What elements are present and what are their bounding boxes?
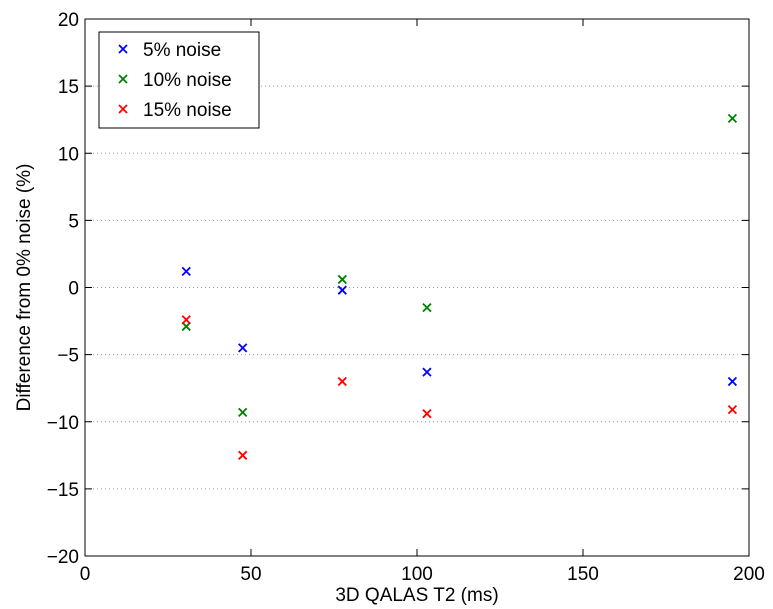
data-point — [181, 266, 191, 277]
data-point — [238, 407, 248, 417]
grid-lines — [85, 85, 749, 490]
y-tick-label: −5 — [57, 346, 79, 367]
x-tick-label: 0 — [80, 564, 91, 585]
y-tick-label: 0 — [68, 279, 79, 300]
data-point — [337, 376, 347, 387]
y-axis-label: Difference from 0% noise (%) — [14, 164, 35, 412]
legend-marker — [118, 44, 128, 54]
data-point — [727, 405, 738, 415]
x-tick-label: 100 — [401, 564, 433, 585]
legend: 5% noise 10% noise 15% noise — [98, 31, 260, 129]
data-point — [181, 321, 191, 332]
y-tick-label: 10 — [58, 144, 79, 165]
data-points — [181, 113, 738, 460]
y-tick-label: −10 — [47, 413, 79, 434]
x-tick-label: 150 — [567, 564, 599, 585]
data-point — [422, 409, 432, 419]
y-tick-label: −15 — [47, 480, 79, 501]
x-tick-label: 200 — [733, 564, 765, 585]
y-tick-label: −20 — [47, 547, 79, 568]
legend-label: 15% noise — [143, 100, 232, 121]
data-point — [422, 367, 432, 377]
y-tick-label: 20 — [58, 10, 79, 31]
data-point — [727, 376, 738, 387]
legend-marker — [118, 74, 128, 84]
data-point — [238, 450, 248, 460]
x-axis-label: 3D QALAS T2 (ms) — [335, 585, 498, 606]
data-point — [238, 343, 248, 353]
legend-marker — [118, 104, 128, 114]
x-tick-label: 50 — [240, 564, 261, 585]
data-point — [337, 274, 347, 285]
legend-label: 10% noise — [143, 70, 232, 91]
data-point — [337, 285, 347, 295]
data-point — [727, 113, 738, 123]
y-tick-label: 15 — [58, 77, 79, 98]
legend-label: 5% noise — [143, 40, 221, 61]
data-point — [181, 315, 191, 325]
axis-ticks: 0 50 100 150 200 −20 −15 −10 −5 0 5 10 15 20 — [47, 10, 765, 585]
y-tick-label: 5 — [68, 211, 79, 232]
data-point — [422, 303, 432, 313]
